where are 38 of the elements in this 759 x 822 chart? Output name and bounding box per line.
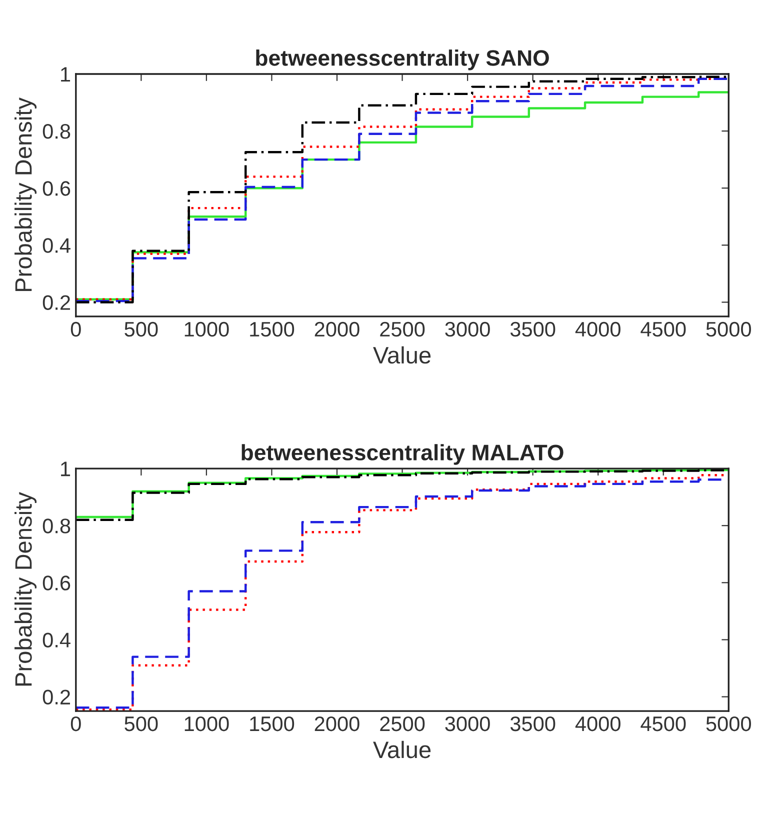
y-tick-label: 0.4 — [42, 238, 70, 253]
x-tick-label: 0 — [70, 322, 81, 337]
y-tick-label: 0.2 — [42, 295, 70, 310]
x-axis-title: Value — [373, 346, 431, 364]
x-tick-label: 4500 — [640, 716, 686, 732]
x-tick-label: 3000 — [445, 716, 490, 732]
y-tick-label: 0.8 — [42, 518, 70, 534]
chart-title: betweenesscentrality SANO — [256, 50, 549, 70]
chart-title: betweenesscentrality MALATO — [242, 444, 564, 465]
y-tick-label: 1 — [61, 462, 70, 476]
x-tick-label: 3500 — [510, 716, 556, 732]
x-axis-title: Value — [373, 740, 431, 758]
x-tick-label: 3500 — [510, 322, 556, 337]
x-tick-label: 500 — [124, 322, 158, 337]
x-tick-label: 1500 — [250, 322, 294, 337]
x-tick-label: 2500 — [380, 716, 425, 732]
x-tick-label: 0 — [70, 716, 81, 732]
y-axis-title: Probability Density — [14, 492, 37, 686]
x-tick-label: 1000 — [184, 322, 229, 337]
y-tick-label: 1 — [61, 67, 70, 82]
x-tick-label: 2500 — [380, 322, 425, 337]
y-tick-label: 0.6 — [42, 576, 70, 590]
x-tick-label: 1000 — [184, 716, 229, 732]
x-tick-label: 4000 — [575, 322, 620, 337]
y-tick-label: 0.2 — [42, 690, 70, 705]
x-tick-label: 500 — [124, 716, 158, 732]
x-tick-label: 1500 — [250, 716, 294, 732]
y-tick-label: 0.6 — [42, 181, 70, 196]
y-tick-label: 0.4 — [42, 632, 70, 648]
x-tick-label: 5000 — [706, 322, 751, 337]
x-tick-label: 4500 — [640, 322, 686, 337]
x-tick-label: 2000 — [314, 716, 360, 732]
x-tick-label: 2000 — [314, 322, 360, 337]
x-tick-label: 3000 — [445, 322, 490, 337]
x-tick-label: 5000 — [706, 716, 751, 732]
y-tick-label: 0.8 — [42, 124, 70, 139]
x-tick-label: 4000 — [575, 716, 620, 732]
y-axis-title: Probability Density — [14, 98, 37, 292]
